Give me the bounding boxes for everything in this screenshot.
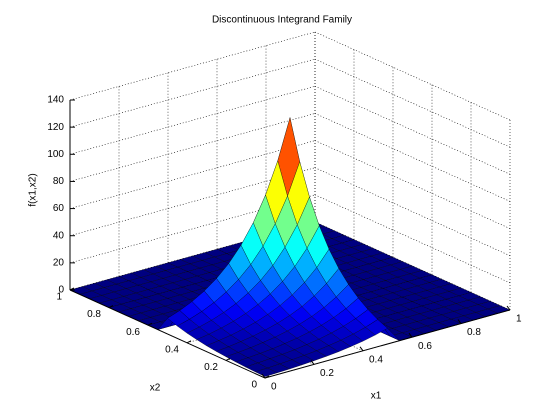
tick-mark: [108, 305, 114, 309]
tick-mark: [147, 322, 153, 326]
tick-mark: [264, 375, 270, 379]
y-tick-label: 0.6: [126, 327, 140, 338]
tick-mark: [506, 305, 511, 311]
y-axis-label: x2: [150, 383, 161, 394]
tick-mark: [261, 373, 266, 379]
x-tick-label: 0: [271, 382, 277, 393]
z-tick-label: 100: [47, 149, 64, 160]
chart-title: Discontinuous Integrand Family: [212, 15, 352, 26]
y-tick-label: 0: [251, 380, 257, 391]
x-axis-label: x1: [371, 391, 382, 402]
z-tick-label: 120: [47, 122, 64, 133]
y-tick-label: 0.4: [165, 344, 179, 355]
grid-line: [69, 167, 316, 237]
grid-line: [69, 31, 316, 101]
z-tick-label: 40: [53, 230, 65, 241]
y-tick-label: 0.2: [204, 362, 218, 373]
tick-mark: [225, 357, 231, 361]
z-tick-label: 20: [53, 257, 65, 268]
grid-line: [69, 113, 316, 182]
tick-mark: [457, 319, 462, 324]
grid-line: [69, 194, 316, 264]
x-tick-label: 0.2: [320, 368, 334, 379]
tick-mark: [359, 346, 364, 352]
x-tick-label: 0.4: [369, 354, 383, 365]
axis-line: [69, 289, 266, 379]
z-tick-label: 80: [53, 176, 65, 187]
z-tick-label: 140: [47, 95, 64, 106]
tick-mark: [310, 360, 315, 365]
y-tick-label: 0.8: [87, 309, 101, 320]
x-tick-label: 0.6: [418, 341, 432, 352]
surface-face: [254, 367, 278, 377]
z-tick-label: 0: [58, 285, 64, 296]
y-tick-label: 1: [56, 292, 62, 303]
grid-line: [69, 58, 316, 128]
x-tick-label: 1: [516, 314, 522, 325]
tick-mark: [69, 287, 75, 291]
z-axis-label: f(x1,x2): [28, 173, 39, 206]
grid-line: [69, 85, 316, 155]
axis-line: [264, 309, 511, 379]
tick-mark: [186, 340, 192, 344]
x-tick-label: 0.8: [467, 327, 481, 338]
grid-line: [69, 140, 316, 209]
tick-mark: [408, 332, 413, 338]
z-tick-label: 60: [53, 203, 65, 214]
